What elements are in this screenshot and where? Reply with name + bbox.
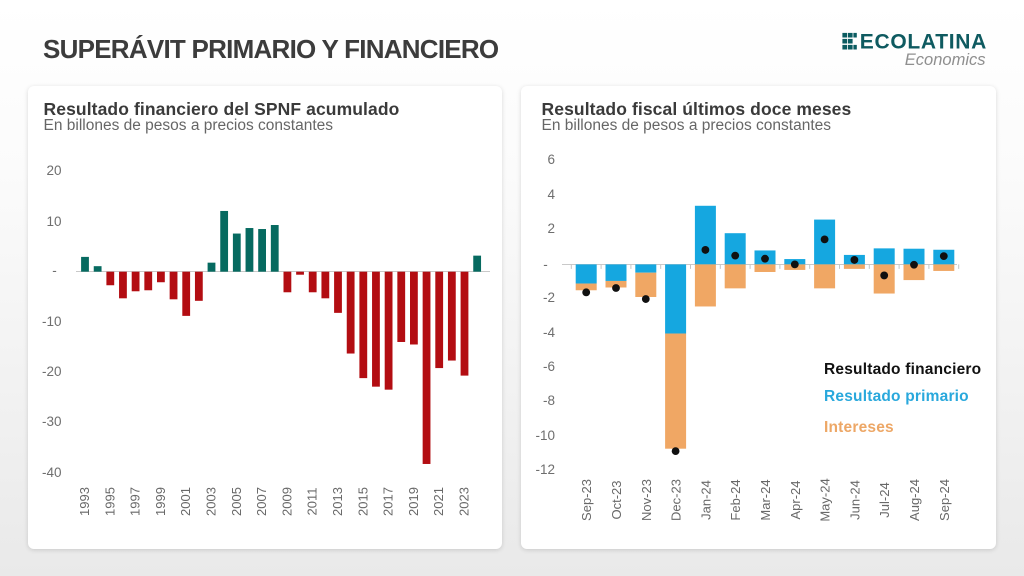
svg-text:Jan-24: Jan-24 — [698, 480, 713, 520]
svg-text:ECOLATINA: ECOLATINA — [860, 30, 987, 53]
svg-text:Mar-24: Mar-24 — [758, 479, 773, 520]
svg-text:1993: 1993 — [77, 487, 92, 516]
svg-text:Sep-24: Sep-24 — [937, 479, 952, 521]
svg-text:2005: 2005 — [229, 487, 244, 516]
svg-text:2009: 2009 — [279, 487, 294, 516]
svg-text:Apr-24: Apr-24 — [788, 480, 803, 519]
svg-text:Economics: Economics — [905, 51, 986, 69]
svg-text:Feb-24: Feb-24 — [728, 479, 743, 520]
svg-text:2017: 2017 — [381, 487, 396, 516]
svg-text:Sep-23: Sep-23 — [579, 479, 594, 521]
svg-text:1995: 1995 — [102, 487, 117, 516]
svg-text:2011: 2011 — [305, 488, 320, 516]
svg-text:Jun-24: Jun-24 — [847, 480, 862, 520]
svg-text:2023: 2023 — [457, 487, 472, 516]
svg-text:1999: 1999 — [153, 487, 168, 516]
svg-text:2015: 2015 — [355, 487, 370, 516]
svg-text:2003: 2003 — [204, 487, 219, 516]
svg-text:Dec-23: Dec-23 — [669, 479, 684, 521]
svg-text:2021: 2021 — [431, 487, 446, 516]
svg-text:1997: 1997 — [128, 487, 143, 516]
svg-text:Jul-24: Jul-24 — [877, 482, 892, 517]
svg-text:2019: 2019 — [406, 487, 421, 516]
svg-text:2001: 2001 — [178, 487, 193, 516]
svg-text:Oct-23: Oct-23 — [609, 480, 624, 519]
svg-text:2007: 2007 — [254, 487, 269, 516]
svg-text:Nov-23: Nov-23 — [639, 479, 654, 521]
svg-text:May-24: May-24 — [818, 478, 833, 521]
svg-text:2013: 2013 — [330, 487, 345, 516]
svg-text:Aug-24: Aug-24 — [907, 479, 922, 521]
